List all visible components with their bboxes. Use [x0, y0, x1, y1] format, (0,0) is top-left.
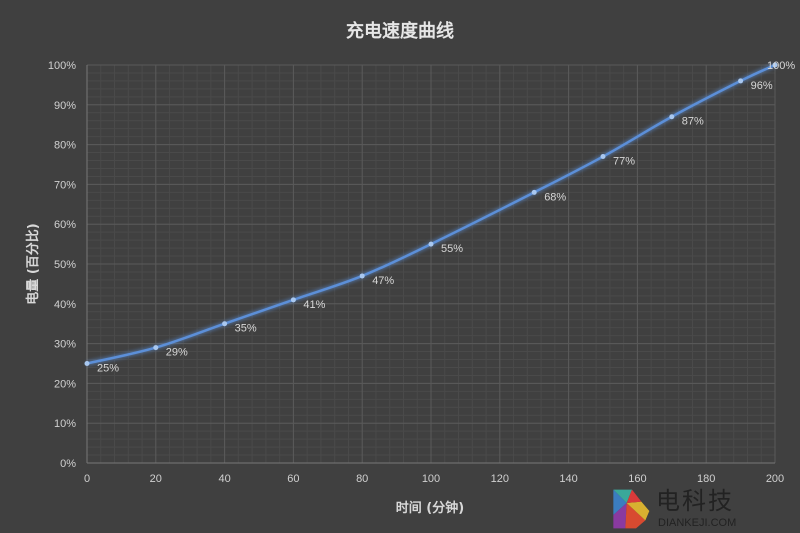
y-tick-label: 80%: [54, 140, 76, 152]
data-label: 25%: [97, 363, 119, 375]
x-tick-label: 140: [559, 473, 577, 485]
data-label: 55%: [441, 243, 463, 255]
data-point: [738, 78, 744, 84]
data-label: 77%: [613, 156, 635, 168]
watermark-brand: 电科技: [656, 487, 734, 515]
y-tick-label: 50%: [54, 259, 76, 271]
data-label: 35%: [235, 323, 257, 335]
data-point: [359, 273, 365, 279]
y-tick-label: 90%: [54, 100, 76, 112]
x-tick-label: 180: [697, 473, 715, 485]
watermark-logo: 电科技 DIANKEJI.COM: [612, 487, 798, 531]
data-point: [290, 297, 296, 303]
x-tick-label: 120: [491, 473, 509, 485]
x-tick-label: 160: [628, 473, 646, 485]
y-tick-label: 70%: [54, 179, 76, 191]
watermark-site: DIANKEJI.COM: [658, 517, 737, 529]
data-label: 87%: [682, 116, 704, 128]
y-tick-label: 100%: [48, 60, 76, 72]
data-point: [669, 114, 675, 120]
x-tick-label: 60: [287, 473, 299, 485]
data-point: [772, 62, 778, 68]
data-label: 29%: [166, 347, 188, 359]
y-axis-label: 电量 (百分比): [25, 223, 41, 304]
chart-title: 充电速度曲线: [346, 20, 454, 42]
x-tick-label: 40: [218, 473, 230, 485]
y-tick-label: 60%: [54, 219, 76, 231]
data-point: [531, 189, 537, 195]
y-tick-label: 20%: [54, 378, 76, 390]
data-label: 68%: [544, 191, 566, 203]
x-tick-label: 100: [422, 473, 440, 485]
data-point: [222, 321, 228, 327]
y-tick-label: 10%: [54, 418, 76, 430]
y-tick-label: 30%: [54, 339, 76, 351]
x-tick-label: 20: [150, 473, 162, 485]
y-tick-label: 40%: [54, 299, 76, 311]
data-label: 47%: [372, 275, 394, 287]
data-label: 100%: [767, 60, 795, 72]
data-point: [84, 361, 90, 366]
y-tick-label: 0%: [60, 458, 76, 470]
data-point: [600, 154, 606, 160]
x-axis-label: 时间 (分钟): [396, 500, 464, 516]
data-point: [428, 241, 434, 247]
data-label: 41%: [303, 299, 325, 311]
logo-mark-icon: [613, 489, 650, 529]
data-point: [153, 345, 159, 351]
x-tick-label: 200: [766, 473, 784, 485]
x-tick-label: 0: [84, 473, 90, 485]
x-tick-label: 80: [356, 473, 368, 485]
data-label: 96%: [751, 80, 773, 92]
